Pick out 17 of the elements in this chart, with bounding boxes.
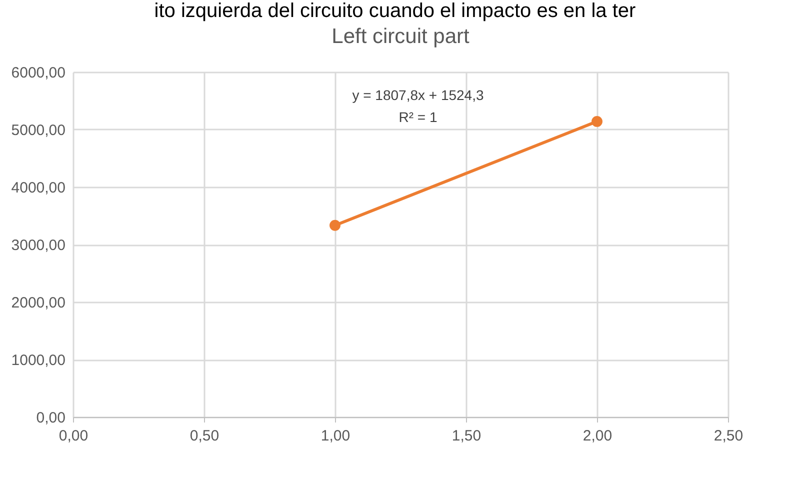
x-tick-label: 0,00 — [58, 428, 88, 444]
y-tick-label: 0,00 — [36, 410, 66, 426]
text: ito izquierda del circuito cuando el impacto es en la ter — [153, 0, 637, 22]
x-tick-label: 1,00 — [320, 428, 350, 444]
y-tick-label: 1000,00 — [11, 352, 66, 369]
y-tick-label: 2000,00 — [11, 294, 66, 312]
x-tick-label: 2,50 — [714, 428, 744, 444]
y-tick-label: 6000,00 — [11, 64, 66, 82]
y-tick-label: 4000,00 — [11, 180, 66, 196]
annotation: y = 1807,8x + 1524,3 — [352, 87, 484, 103]
x-tick-label: 2,00 — [582, 428, 612, 444]
x-tick-label: 0,50 — [190, 428, 220, 444]
x-tick-label: 1,50 — [452, 428, 482, 444]
annotation: R² = 1 — [398, 109, 438, 125]
chart-title: Left circuit part — [332, 25, 470, 48]
y-tick-label: 5000,00 — [11, 122, 66, 139]
y-tick-label: 3000,00 — [11, 237, 66, 254]
